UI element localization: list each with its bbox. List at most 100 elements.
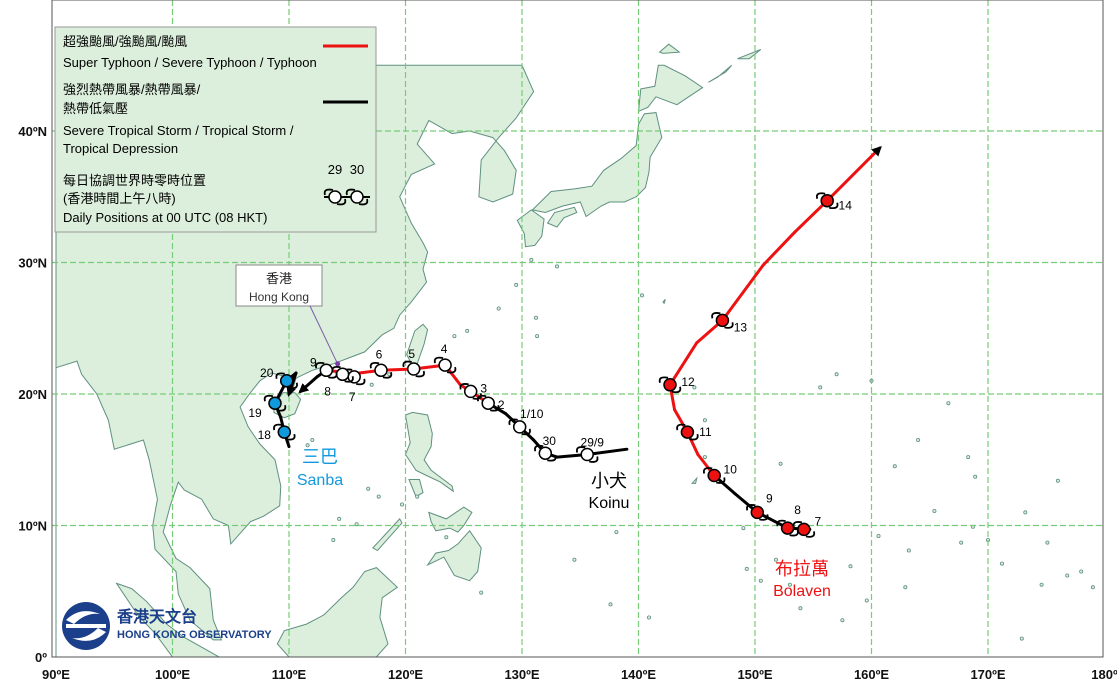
daily-position-markers: [263, 192, 839, 538]
longitude-tick-label: 130ºE: [504, 667, 539, 682]
landmass-palawan: [372, 518, 403, 552]
koinu-daily-marker-icon: [315, 361, 338, 379]
bolaven-name-zh: 布拉萬: [775, 559, 829, 579]
symbol-core: [268, 396, 282, 410]
symbol-arm: [276, 404, 287, 412]
symbol-core: [374, 363, 388, 378]
logo-text-en: HONG KONG OBSERVATORY: [117, 629, 272, 641]
koinu-day-label: 3: [480, 381, 487, 395]
sanba-daily-marker-icon: [273, 423, 296, 441]
small-island: [774, 557, 779, 562]
small-island: [331, 538, 336, 543]
sanba-name-en: Sanba: [297, 472, 343, 489]
legend: 超強颱風/強颱風/颱風 Super Typhoon / Severe Typho…: [54, 26, 377, 233]
bolaven-day-label: 8: [794, 503, 801, 517]
symbol-core: [481, 396, 495, 410]
koinu-daily-marker-icon: [534, 444, 557, 462]
small-island: [514, 282, 519, 287]
symbol-arm: [382, 372, 393, 379]
bolaven-name-en: Bolaven: [773, 583, 831, 600]
symbol-core: [707, 468, 721, 483]
small-island: [906, 548, 911, 553]
koinu-track-segment: [298, 375, 319, 394]
symbol-arm: [446, 366, 457, 374]
symbol-arm: [689, 433, 699, 441]
koinu-daily-marker-icon: [433, 356, 457, 374]
axis-labels: 90ºE 100ºE 110ºE 120ºE 130ºE 140ºE 150ºE 160ºE 1…: [18, 124, 1117, 682]
longitude-tick-label: 160ºE: [854, 667, 889, 682]
legend-typhoon-symbol-icon: [323, 188, 347, 206]
symbol-arm: [476, 394, 487, 402]
hong-kong-observatory-logo: 香港天文台 HONG KONG OBSERVATORY: [62, 602, 272, 650]
longitude-tick-label: 100ºE: [155, 667, 190, 682]
landmass-kyushu: [516, 209, 545, 248]
small-island: [496, 306, 501, 311]
legend-daily-zh-1: 每日協調世界時零時位置: [63, 173, 206, 188]
storm-name-sanba: 三巴 Sanba: [297, 447, 343, 489]
bolaven-day-label: 13: [734, 320, 748, 334]
koinu-daily-marker-icon: [369, 361, 393, 379]
small-island: [1055, 478, 1060, 483]
symbol-core: [319, 363, 334, 378]
symbol-arm: [829, 202, 839, 210]
koinu-daily-marker-icon: [575, 446, 599, 463]
small-island: [608, 602, 613, 607]
symbol-arm: [759, 514, 769, 521]
landmass-mindoro: [408, 479, 424, 498]
landmass-hokkaido: [637, 64, 704, 113]
small-island: [1065, 573, 1070, 578]
koinu-day-label: 1/10: [520, 407, 544, 421]
legend-typhoon-symbol-icon: [345, 188, 369, 206]
small-island: [892, 464, 897, 469]
koinu-day-label: 7: [349, 390, 356, 404]
symbol-arm: [789, 529, 799, 537]
sanba-day-label: 18: [258, 428, 272, 442]
small-island: [354, 522, 359, 527]
symbol-arm: [356, 378, 366, 386]
symbol-arm: [472, 393, 482, 400]
sanba-day-label: 19: [248, 406, 262, 420]
symbol-core: [406, 362, 421, 376]
small-island: [692, 385, 697, 390]
hong-kong-leader-line: [309, 305, 339, 365]
small-island: [555, 264, 560, 269]
longitude-tick-label: 120ºE: [388, 667, 423, 682]
bolaven-daily-marker-icon: [746, 504, 769, 521]
small-island: [305, 443, 310, 448]
symbol-arm: [345, 188, 356, 196]
legend-storm-zh-2: 熱帶低氣壓: [63, 101, 128, 116]
small-island: [376, 494, 381, 499]
symbol-arm: [315, 361, 325, 369]
legend-sample-day-2: 30: [350, 162, 364, 177]
bolaven-day-label: 7: [815, 514, 822, 528]
symbol-arm: [263, 394, 274, 402]
latitude-tick-label: 0º: [35, 650, 47, 665]
latitude-tick-label: 20ºN: [18, 387, 47, 402]
symbol-arm: [534, 444, 544, 452]
symbol-core: [750, 505, 765, 520]
symbol-arm: [323, 188, 334, 196]
small-island: [1090, 585, 1095, 590]
small-island: [973, 474, 978, 479]
small-island: [903, 585, 908, 590]
symbol-core: [820, 193, 834, 208]
koinu-day-label: 29/9: [581, 436, 605, 450]
bolaven-daily-marker-icon: [711, 312, 734, 329]
small-island: [787, 582, 792, 587]
small-island: [840, 618, 845, 623]
sanba-name-zh: 三巴: [302, 447, 338, 467]
symbol-arm: [490, 404, 500, 412]
small-island: [864, 598, 869, 603]
small-island: [876, 534, 881, 539]
symbol-arm: [671, 386, 682, 394]
symbol-arm: [589, 456, 599, 463]
hong-kong-location-dot: [335, 361, 341, 367]
small-island: [1045, 540, 1050, 545]
small-island: [741, 526, 746, 531]
symbol-core: [512, 420, 527, 434]
symbol-core: [328, 190, 342, 204]
small-island: [966, 455, 971, 460]
koinu-day-label: 5: [408, 347, 415, 361]
bolaven-day-label: 14: [839, 199, 853, 213]
